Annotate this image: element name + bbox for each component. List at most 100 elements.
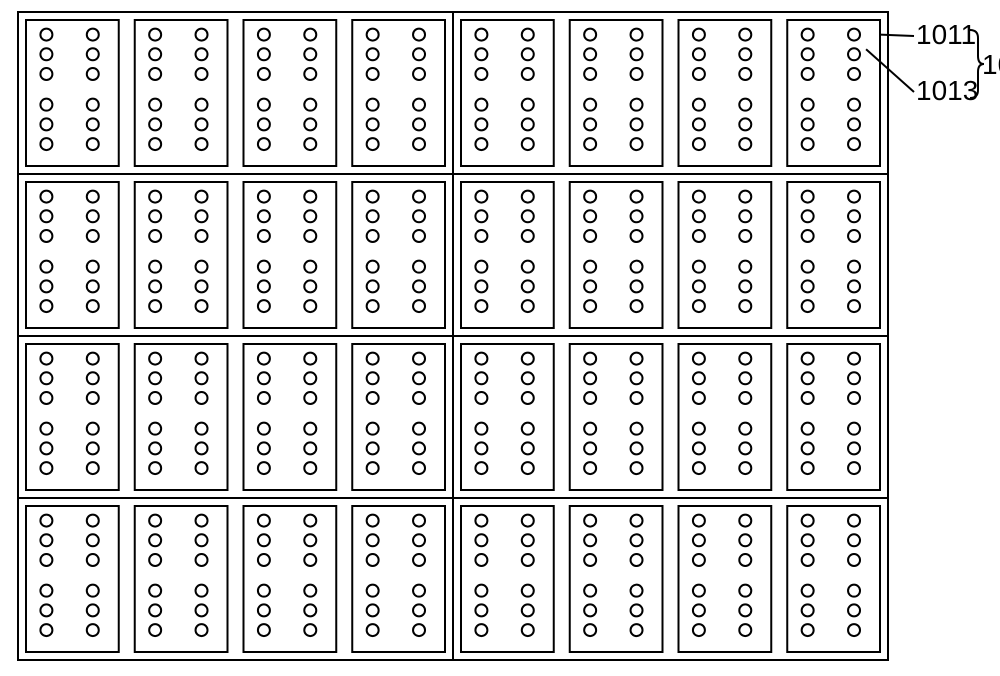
- pad-hole: [475, 392, 487, 404]
- pad-hole: [522, 99, 534, 111]
- pad-hole: [149, 118, 161, 130]
- pad-hole: [40, 624, 52, 636]
- pad-hole: [367, 48, 379, 60]
- pad-hole: [413, 118, 425, 130]
- pad-hole: [367, 68, 379, 80]
- pad-hole: [413, 392, 425, 404]
- pad-hole: [475, 585, 487, 597]
- pad-hole: [739, 423, 751, 435]
- pad-hole: [584, 372, 596, 384]
- pad-hole: [475, 554, 487, 566]
- pad-hole: [413, 99, 425, 111]
- pad-hole: [802, 585, 814, 597]
- pad-hole: [802, 300, 814, 312]
- pad-hole: [304, 392, 316, 404]
- pad-hole: [522, 604, 534, 616]
- pad-hole: [739, 68, 751, 80]
- pad-hole: [413, 554, 425, 566]
- pad-hole: [631, 118, 643, 130]
- pad-hole: [196, 604, 208, 616]
- pad-hole: [87, 515, 99, 527]
- pad-hole: [802, 534, 814, 546]
- pad-hole: [87, 554, 99, 566]
- pad-hole: [304, 300, 316, 312]
- pad-hole: [149, 353, 161, 365]
- pad-hole: [848, 210, 860, 222]
- pad-hole: [693, 372, 705, 384]
- pad-hole: [40, 29, 52, 41]
- pad-hole: [739, 99, 751, 111]
- pad-hole: [367, 515, 379, 527]
- pad-hole: [584, 261, 596, 273]
- pad-hole: [367, 372, 379, 384]
- pad-hole: [848, 442, 860, 454]
- pad-hole: [258, 230, 270, 242]
- pad-hole: [584, 230, 596, 242]
- pad-hole: [693, 624, 705, 636]
- pad-hole: [40, 118, 52, 130]
- pad-hole: [522, 353, 534, 365]
- pad-hole: [848, 462, 860, 474]
- pad-hole: [631, 29, 643, 41]
- pad-hole: [848, 353, 860, 365]
- pad-hole: [413, 624, 425, 636]
- pad-hole: [413, 585, 425, 597]
- pad-hole: [693, 191, 705, 203]
- pad-hole: [584, 515, 596, 527]
- pad-hole: [87, 604, 99, 616]
- pad-hole: [739, 554, 751, 566]
- pad-hole: [40, 392, 52, 404]
- pad-hole: [149, 29, 161, 41]
- label-1011: 1011: [916, 19, 976, 50]
- pad-hole: [693, 99, 705, 111]
- pad-hole: [367, 534, 379, 546]
- pad-hole: [693, 210, 705, 222]
- pad-hole: [584, 280, 596, 292]
- pad-hole: [149, 191, 161, 203]
- pad-hole: [693, 29, 705, 41]
- pad-hole: [87, 230, 99, 242]
- pad-hole: [367, 624, 379, 636]
- pad-hole: [196, 261, 208, 273]
- pad-hole: [87, 534, 99, 546]
- pad-hole: [87, 585, 99, 597]
- pad-hole: [87, 29, 99, 41]
- pad-hole: [304, 624, 316, 636]
- pad-hole: [584, 29, 596, 41]
- pad-hole: [522, 261, 534, 273]
- pad-hole: [196, 48, 208, 60]
- pad-hole: [304, 210, 316, 222]
- pad-hole: [258, 604, 270, 616]
- pad-hole: [739, 462, 751, 474]
- pad-hole: [802, 118, 814, 130]
- leader-1013: [866, 49, 914, 92]
- pad-hole: [40, 48, 52, 60]
- pad-hole: [522, 624, 534, 636]
- pad-hole: [631, 604, 643, 616]
- pad-hole: [40, 442, 52, 454]
- pad-hole: [40, 372, 52, 384]
- pad-hole: [196, 210, 208, 222]
- pad-hole: [413, 68, 425, 80]
- pad-hole: [848, 300, 860, 312]
- pad-hole: [367, 554, 379, 566]
- pad-hole: [693, 392, 705, 404]
- pad-hole: [802, 210, 814, 222]
- pad-hole: [802, 392, 814, 404]
- pad-hole: [413, 353, 425, 365]
- pad-hole: [149, 624, 161, 636]
- pad-hole: [304, 138, 316, 150]
- pad-hole: [739, 515, 751, 527]
- pad-hole: [258, 585, 270, 597]
- pad-hole: [848, 68, 860, 80]
- pad-hole: [802, 280, 814, 292]
- pad-hole: [739, 534, 751, 546]
- pad-hole: [848, 138, 860, 150]
- pad-hole: [522, 280, 534, 292]
- pad-hole: [848, 261, 860, 273]
- pad-hole: [258, 554, 270, 566]
- pad-hole: [367, 585, 379, 597]
- pad-hole: [848, 191, 860, 203]
- pad-hole: [258, 353, 270, 365]
- pad-hole: [304, 462, 316, 474]
